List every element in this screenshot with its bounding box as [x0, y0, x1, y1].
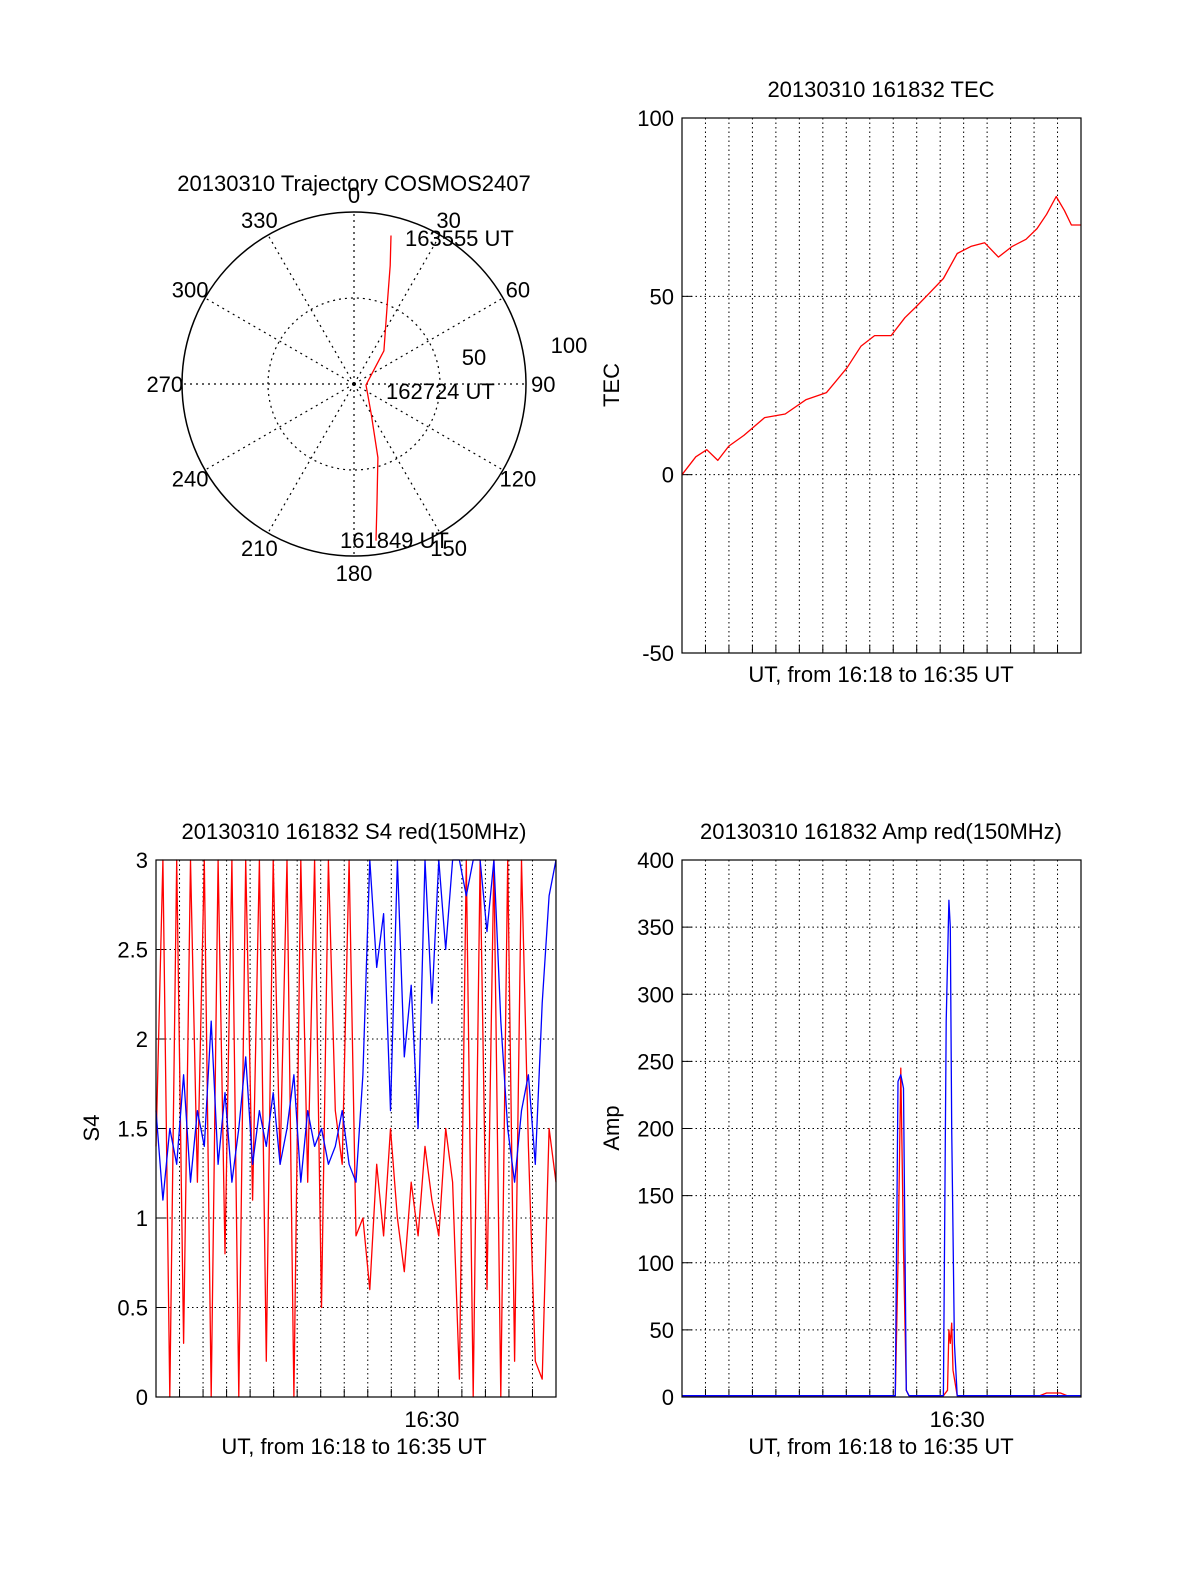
tec-series	[681, 195, 1081, 476]
y-tick-label: 100	[637, 106, 674, 131]
y-tick-label: 50	[650, 284, 674, 309]
polar-title: 20130310 Trajectory COSMOS2407	[177, 171, 530, 196]
y-tick-label: 1.5	[117, 1117, 148, 1142]
y-tick-label: 0	[136, 1385, 148, 1410]
y-tick-label: 400	[637, 848, 674, 873]
polar-angle-label: 0	[348, 183, 360, 208]
y-tick-label: 50	[650, 1318, 674, 1343]
y-tick-label: -50	[642, 641, 674, 666]
s4-chart: 20130310 161832 S4 red(150MHz) UT, from …	[79, 819, 557, 1459]
tec-chart: 20130310 161832 TEC UT, from 16:18 to 16…	[599, 77, 1082, 687]
amp-title: 20130310 161832 Amp red(150MHz)	[700, 819, 1062, 844]
tec-frame	[681, 117, 1082, 654]
amp-grid: 0 50 100 150 200 250 300 350 400 16:30	[637, 848, 1081, 1432]
y-tick-label: 150	[637, 1184, 674, 1209]
y-tick-label: 100	[637, 1251, 674, 1276]
polar-angle-label: 60	[506, 277, 530, 302]
polar-angle-label: 300	[172, 277, 209, 302]
s4-grid: 0 0.5 1 1.5 2 2.5 3 16:30	[117, 848, 556, 1432]
polar-angle-label: 180	[336, 561, 373, 586]
polar-angle-label: 270	[146, 372, 183, 397]
series-line-amp-red	[682, 1067, 1068, 1397]
polar-radial-label: 100	[551, 333, 588, 358]
s4-xlabel: UT, from 16:18 to 16:35 UT	[221, 1434, 486, 1459]
polar-trajectory-line	[365, 235, 392, 541]
series-line-s4-blue	[155, 859, 557, 1201]
s4-frame	[155, 859, 557, 1398]
y-tick-label: 0	[662, 463, 674, 488]
polar-outer-ring	[181, 211, 527, 557]
s4-title: 20130310 161832 S4 red(150MHz)	[182, 819, 527, 844]
tec-grid: -50 0 50 100	[637, 106, 1081, 666]
tec-xlabel: UT, from 16:18 to 16:35 UT	[748, 662, 1013, 687]
polar-radial-label: 50	[462, 345, 486, 370]
y-tick-label: 2	[136, 1027, 148, 1052]
polar-trajectory-chart: 20130310 Trajectory COSMOS2407 0 30 60 90 12…	[146, 171, 587, 586]
y-tick-label: 350	[637, 915, 674, 940]
polar-spoke-120	[353, 383, 504, 471]
polar-spoke-30	[353, 234, 441, 385]
polar-angle-label: 30	[436, 208, 460, 233]
y-tick-label: 2.5	[117, 938, 148, 963]
polar-spoke-210	[267, 383, 355, 534]
tec-ylabel: TEC	[599, 363, 624, 407]
y-tick-label: 0.5	[117, 1296, 148, 1321]
amp-xlabel: UT, from 16:18 to 16:35 UT	[748, 1434, 1013, 1459]
series-line-tec	[681, 195, 1081, 476]
polar-spoke-300	[204, 297, 355, 385]
series-line-amp-blue	[682, 899, 1081, 1397]
polar-series	[365, 235, 392, 541]
polar-angle-label: 120	[499, 467, 536, 492]
polar-angle-label: 150	[430, 536, 467, 561]
s4-ylabel: S4	[79, 1115, 104, 1142]
trajectory-label-end: 163555 UT	[405, 226, 514, 251]
amp-chart: 20130310 161832 Amp red(150MHz) UT, from…	[599, 819, 1082, 1459]
trajectory-label-start: 161849 UT	[340, 528, 449, 553]
polar-spoke-330	[267, 234, 355, 385]
trajectory-label-mid: 162724 UT	[386, 379, 495, 404]
polar-spoke-240	[204, 383, 355, 471]
y-tick-label: 250	[637, 1049, 674, 1074]
polar-grid	[181, 211, 527, 557]
amp-series	[682, 899, 1081, 1397]
polar-spoke-60	[353, 297, 504, 385]
polar-angle-label: 210	[241, 536, 278, 561]
tec-title: 20130310 161832 TEC	[767, 77, 994, 102]
y-tick-label: 200	[637, 1117, 674, 1142]
y-tick-label: 300	[637, 982, 674, 1007]
amp-frame	[681, 859, 1082, 1398]
polar-angle-label: 330	[241, 208, 278, 233]
polar-angle-label: 90	[531, 372, 555, 397]
amp-ylabel: Amp	[599, 1105, 624, 1150]
y-tick-label: 3	[136, 848, 148, 873]
x-tick-label: 16:30	[404, 1407, 459, 1432]
y-tick-label: 1	[136, 1206, 148, 1231]
polar-spoke-150	[353, 383, 441, 534]
x-tick-label: 16:30	[930, 1407, 985, 1432]
polar-labels: 0 30 60 90 120 150 180 210 240 270 300 330 50 100	[146, 183, 587, 586]
s4-series	[155, 859, 557, 1398]
polar-angle-label: 240	[172, 467, 209, 492]
y-tick-label: 0	[662, 1385, 674, 1410]
